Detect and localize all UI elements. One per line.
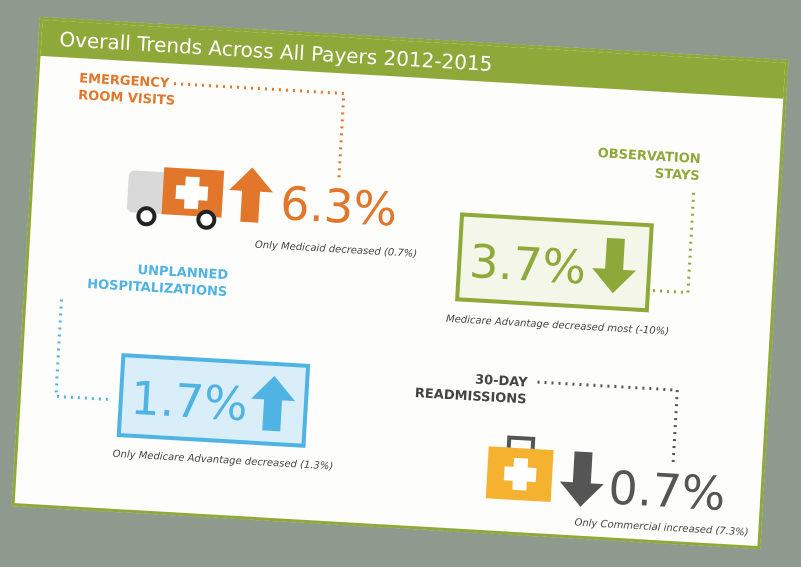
metric-label: STAYS <box>654 167 700 185</box>
dotted-connector <box>537 380 679 463</box>
metric-value: 6.3% <box>279 176 399 237</box>
trend-arrow <box>592 237 637 294</box>
title-bar <box>40 19 786 99</box>
infographic-card: Overall Trends Across All Payers 2012-20… <box>11 16 789 550</box>
dotted-connector <box>174 82 346 178</box>
metric-label: EMERGENCY <box>79 71 170 91</box>
metric-note: Medicare Advantage decreased most (-10%) <box>446 314 670 338</box>
metric-label: UNPLANNED <box>137 263 229 283</box>
metric-label: READMISSIONS <box>414 386 526 407</box>
trend-arrow <box>559 451 604 507</box>
trend-arrow <box>251 375 296 432</box>
metric-value: 1.7% <box>129 371 249 432</box>
metric-label: ROOM VISITS <box>78 88 176 109</box>
trend-arrow <box>229 167 273 223</box>
metric-note: Only Medicare Advantage decreased (1.3%) <box>112 449 333 473</box>
dotted-connector <box>652 192 696 295</box>
metric-label: 30-DAY <box>475 372 529 390</box>
value-box <box>116 353 311 448</box>
metric-value: 0.7% <box>607 460 727 521</box>
metric-note: Only Medicaid decreased (0.7%) <box>255 240 418 260</box>
metric-value: 3.7% <box>468 234 588 295</box>
ambulance-icon <box>126 167 225 230</box>
medkit-icon <box>485 435 554 503</box>
dotted-connector <box>54 299 111 402</box>
value-box <box>455 212 654 313</box>
metric-label: OBSERVATION <box>597 146 701 167</box>
infographic: Overall Trends Across All Payers 2012-20… <box>40 19 786 538</box>
